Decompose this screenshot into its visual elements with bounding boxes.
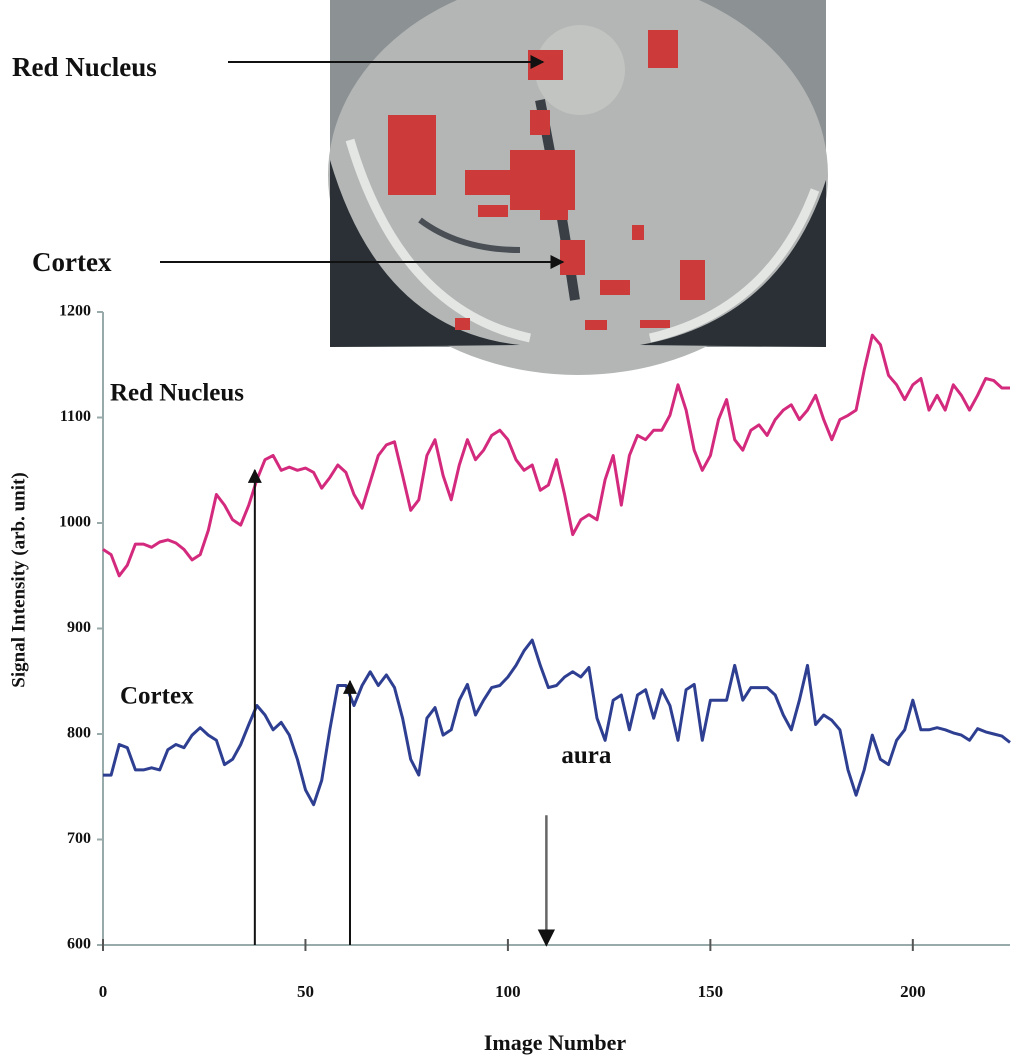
x-axis-title: Image Number bbox=[484, 1030, 627, 1055]
x-tick-label: 200 bbox=[900, 982, 926, 1001]
annotation-label: aura bbox=[561, 742, 612, 769]
series-label: Cortex bbox=[120, 683, 194, 710]
y-tick-label: 1000 bbox=[59, 514, 91, 531]
series-line bbox=[103, 640, 1010, 805]
x-tick-label: 0 bbox=[99, 982, 108, 1001]
figure: Red Nucleus Cortex Image Number Signal I… bbox=[0, 0, 1012, 1064]
y-tick-label: 700 bbox=[67, 830, 91, 847]
y-tick-label: 800 bbox=[67, 725, 91, 742]
y-tick-label: 600 bbox=[67, 936, 91, 953]
y-axis-title: Signal Intensity (arb. unit) bbox=[8, 472, 29, 687]
x-tick-label: 100 bbox=[495, 982, 521, 1001]
image-label: Red Nucleus bbox=[12, 52, 157, 82]
y-tick-label: 900 bbox=[67, 619, 91, 636]
series-label: Red Nucleus bbox=[110, 380, 244, 407]
page: Red Nucleus Cortex Image Number Signal I… bbox=[0, 0, 1012, 1064]
x-tick-label: 150 bbox=[698, 982, 724, 1001]
y-tick-label: 1200 bbox=[59, 303, 91, 320]
x-tick-label: 50 bbox=[297, 982, 314, 1001]
mri-image bbox=[328, 0, 828, 375]
y-tick-label: 1100 bbox=[60, 408, 91, 425]
image-label: Cortex bbox=[32, 247, 112, 277]
